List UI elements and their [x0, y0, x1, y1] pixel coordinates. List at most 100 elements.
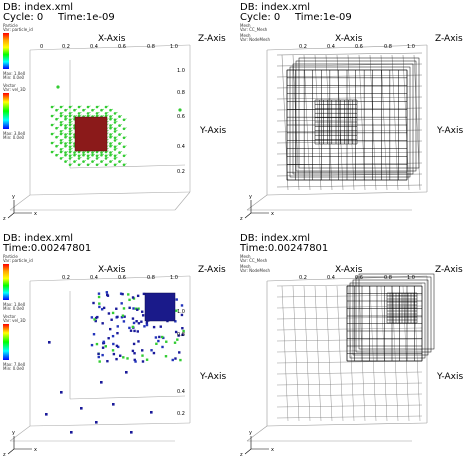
- particle: [91, 108, 94, 112]
- mesh-line: [276, 371, 423, 375]
- particle: [77, 154, 81, 158]
- viewport-bottom-right[interactable]: DB: index.xml Time:0.00247801 Mesh Var: …: [237, 231, 474, 462]
- particle: [82, 160, 85, 163]
- legend-title-2: Vector: [3, 314, 16, 319]
- legend-max-2: Max: 3.0e0: [3, 131, 26, 136]
- triad-x-label: x: [271, 447, 274, 453]
- tick-label: 0.4: [177, 389, 185, 395]
- particle: [152, 325, 156, 329]
- particle: [145, 321, 149, 325]
- mesh-line: [276, 140, 423, 144]
- particle: [174, 320, 177, 323]
- particle: [135, 320, 138, 323]
- tick-label: 0.8: [384, 44, 392, 50]
- tick-label: 0.8: [147, 275, 155, 281]
- particle: [113, 127, 117, 131]
- tick-label: 1.0: [407, 275, 415, 281]
- legend-title: Particle: [3, 23, 18, 28]
- particle: [174, 330, 178, 334]
- particle: [140, 310, 144, 313]
- viewport-top-right[interactable]: DB: index.xml Cycle: 0 Time:1e-09 Mesh V…: [237, 0, 474, 231]
- mesh-line: [380, 54, 388, 191]
- particle: [106, 359, 109, 363]
- mesh-line: [276, 382, 423, 386]
- particle: [109, 327, 112, 331]
- mesh-line: [325, 54, 333, 191]
- particle: [177, 334, 180, 337]
- particle: [145, 323, 149, 327]
- z-axis-label: Z-Axis: [435, 265, 463, 275]
- mesh-line: [276, 415, 423, 419]
- particle: [92, 333, 96, 336]
- particle: [115, 307, 118, 310]
- particle: [118, 133, 121, 136]
- particle: [131, 296, 135, 299]
- particle: [95, 421, 98, 424]
- particle: [68, 118, 72, 122]
- particle: [122, 145, 126, 149]
- particle: [122, 118, 126, 122]
- viewport-top-left[interactable]: DB: index.xml Cycle: 0 Time:1e-09 Partic…: [0, 0, 237, 231]
- tick-label: 0.4: [177, 144, 185, 150]
- triad-z-label: z: [3, 216, 6, 222]
- particle: [77, 105, 81, 109]
- particle: [126, 357, 129, 360]
- particle: [107, 312, 111, 315]
- particle: [131, 349, 135, 353]
- legend-title-2: Vector: [3, 83, 16, 88]
- particle: [111, 311, 115, 315]
- particle: [59, 105, 63, 109]
- particle: [73, 108, 76, 112]
- particle: [119, 354, 122, 357]
- particle: [70, 431, 73, 434]
- particle: [175, 309, 178, 312]
- particle: [101, 322, 104, 325]
- triad-z-label: z: [240, 216, 243, 222]
- tick-label: 0.8: [177, 332, 185, 338]
- particle: [113, 136, 117, 140]
- particle: [150, 411, 153, 414]
- particle: [64, 160, 67, 163]
- particle: [157, 339, 160, 343]
- axis-ticks: 0.2 0.4 0.6 0.8 1.0: [299, 275, 415, 281]
- particle: [165, 340, 168, 343]
- particle: [129, 329, 133, 332]
- particle: [132, 342, 136, 346]
- particle: [182, 329, 185, 333]
- particle: [104, 112, 108, 115]
- particle: [104, 163, 108, 167]
- particle: [68, 163, 72, 167]
- particle: [152, 351, 156, 355]
- cell-box: [292, 63, 414, 175]
- mesh-line: [276, 63, 423, 67]
- particle: [95, 114, 99, 118]
- particle: [101, 353, 104, 357]
- vector-colorbar: [3, 93, 9, 129]
- legend-var: Var: CC_Mesh: [240, 258, 268, 263]
- particle: [128, 298, 131, 302]
- particle: [50, 141, 54, 145]
- mesh-line: [276, 184, 423, 188]
- particle: [136, 330, 139, 333]
- node-mesh: [276, 52, 423, 191]
- particle: [104, 150, 108, 154]
- particle: [134, 360, 137, 363]
- particle: [55, 153, 58, 157]
- triad-x-label: x: [271, 211, 274, 217]
- particle: [68, 112, 72, 115]
- particle: [171, 358, 174, 362]
- particle: [95, 163, 99, 167]
- triad-x-label: x: [34, 447, 37, 453]
- viewport-bottom-left[interactable]: DB: index.xml Time:0.00247801 Particle V…: [0, 231, 237, 462]
- particle: [60, 391, 63, 394]
- particle: [68, 157, 72, 160]
- mesh-line: [303, 54, 311, 191]
- particle: [95, 342, 99, 346]
- particle: [50, 132, 54, 136]
- particle: [180, 304, 184, 307]
- particle: [68, 154, 72, 158]
- mesh-line: [402, 54, 410, 191]
- particle: [113, 145, 117, 149]
- tick-label: 0.2: [177, 411, 185, 417]
- particle: [141, 360, 145, 363]
